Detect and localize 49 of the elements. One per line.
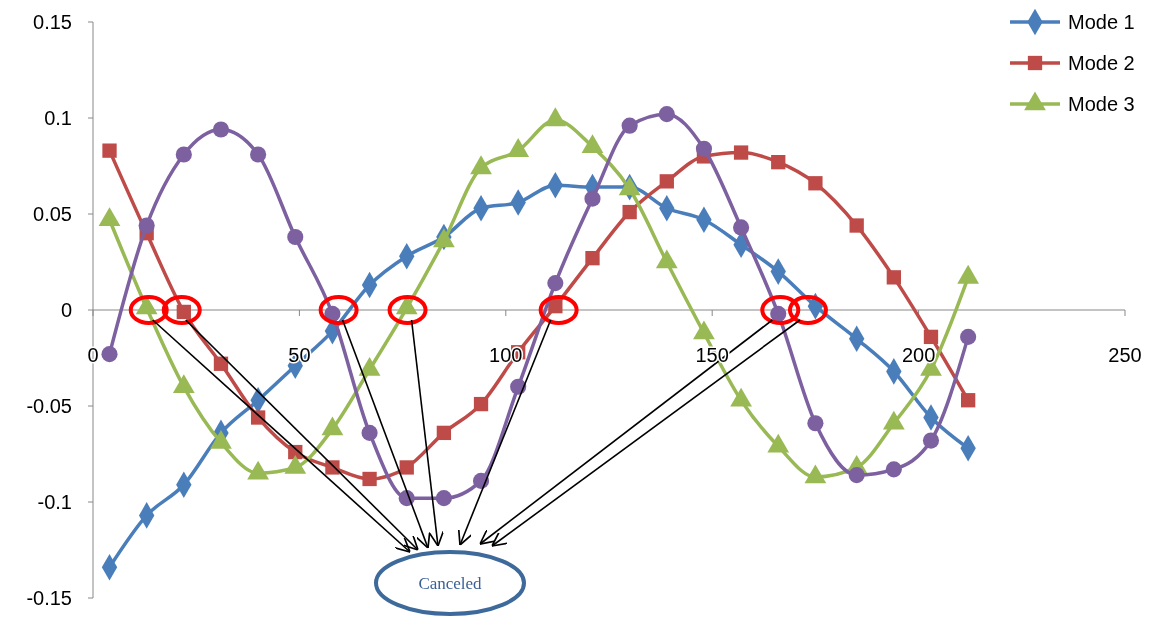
point xyxy=(960,328,977,345)
point xyxy=(885,461,902,478)
point xyxy=(771,155,786,170)
point xyxy=(138,217,155,234)
x-tick-label: 200 xyxy=(901,344,936,366)
point xyxy=(622,204,637,220)
y-tick-label: -0.15 xyxy=(26,587,72,609)
legend-label: Mode 1 xyxy=(1068,11,1135,33)
point xyxy=(808,176,823,191)
point xyxy=(849,218,864,233)
x-tick-label: 0 xyxy=(87,344,99,366)
point xyxy=(362,471,377,487)
point xyxy=(658,106,675,123)
point xyxy=(212,121,230,138)
point xyxy=(733,145,749,160)
point xyxy=(733,219,750,236)
point xyxy=(960,393,976,408)
point xyxy=(848,467,865,484)
point xyxy=(361,424,378,441)
point xyxy=(547,275,564,292)
point xyxy=(175,146,192,163)
y-tick-label: -0.05 xyxy=(26,395,72,417)
legend-label: Mode 3 xyxy=(1068,93,1135,115)
point xyxy=(922,432,940,449)
point xyxy=(101,346,118,363)
point xyxy=(923,329,939,345)
point xyxy=(473,396,489,412)
point xyxy=(436,425,452,441)
x-tick-label: 250 xyxy=(1108,344,1142,366)
y-tick-label: 0.15 xyxy=(33,11,72,33)
y-tick-label: -0.1 xyxy=(37,491,72,513)
point xyxy=(399,460,414,475)
point xyxy=(287,228,304,246)
annotation: Canceled xyxy=(418,573,483,593)
y-tick-label: 0 xyxy=(60,299,72,321)
y-tick-label: 0.05 xyxy=(33,203,72,225)
point xyxy=(659,174,674,189)
point xyxy=(621,117,638,134)
point xyxy=(102,143,117,158)
point xyxy=(585,251,600,266)
point xyxy=(886,270,901,285)
point xyxy=(807,415,824,432)
point xyxy=(435,490,452,507)
point xyxy=(584,190,601,207)
y-tick-label: 0.1 xyxy=(44,107,72,129)
point xyxy=(213,356,229,371)
legend-label: Mode 2 xyxy=(1068,52,1135,74)
point xyxy=(695,140,713,157)
point xyxy=(250,146,267,163)
